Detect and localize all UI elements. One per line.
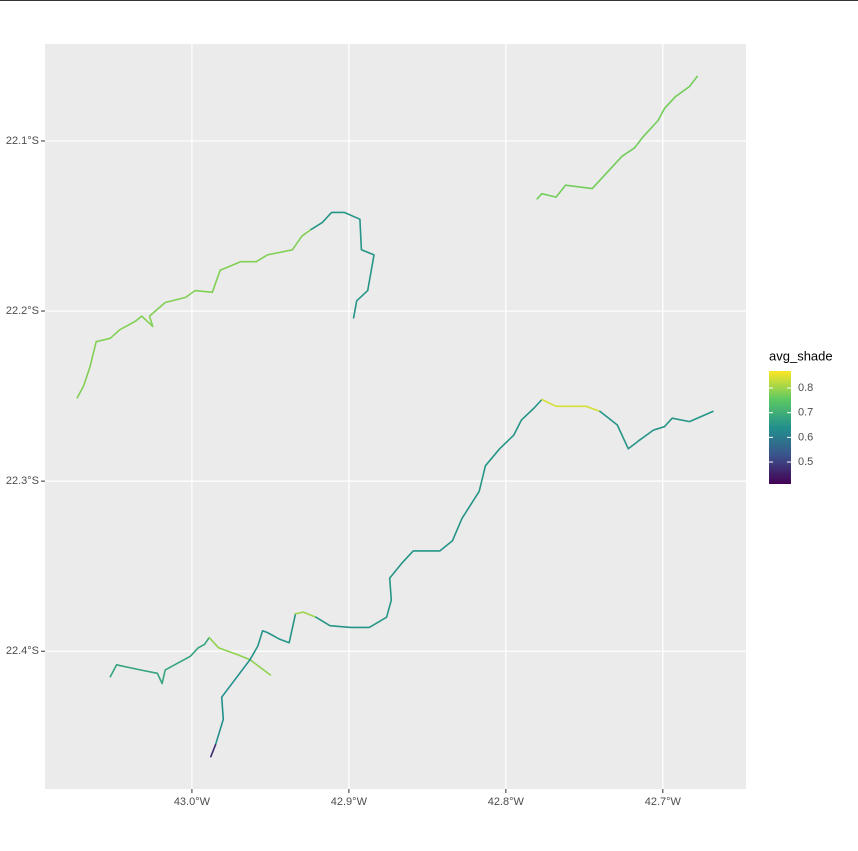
legend-title: avg_shade <box>769 348 833 363</box>
legend-label: 0.7 <box>798 407 813 419</box>
route-line <box>294 611 317 618</box>
legend-label: 0.6 <box>798 431 813 443</box>
x-tick-label: 43.0°W <box>174 796 211 808</box>
y-tick-label: 22.1°S <box>6 135 39 147</box>
route-line <box>315 398 543 629</box>
route-line <box>541 398 601 413</box>
route-line <box>109 636 210 685</box>
route-line <box>599 410 714 450</box>
legend-colorbar <box>769 371 791 484</box>
route-line <box>76 228 312 399</box>
x-tick-label: 42.7°W <box>645 796 682 808</box>
route-line <box>214 658 251 746</box>
route-line <box>208 636 272 676</box>
route-line <box>210 744 217 758</box>
x-tick-label: 42.8°W <box>488 796 525 808</box>
legend-label: 0.8 <box>798 382 813 394</box>
route-line <box>249 613 297 661</box>
y-tick-label: 22.2°S <box>6 305 39 317</box>
route-line <box>310 211 375 319</box>
legend-label: 0.5 <box>798 456 813 468</box>
y-tick-label: 22.3°S <box>6 475 39 487</box>
x-tick-label: 42.9°W <box>331 796 368 808</box>
y-tick-label: 22.4°S <box>6 645 39 657</box>
route-line <box>536 75 699 200</box>
panel <box>45 44 746 789</box>
